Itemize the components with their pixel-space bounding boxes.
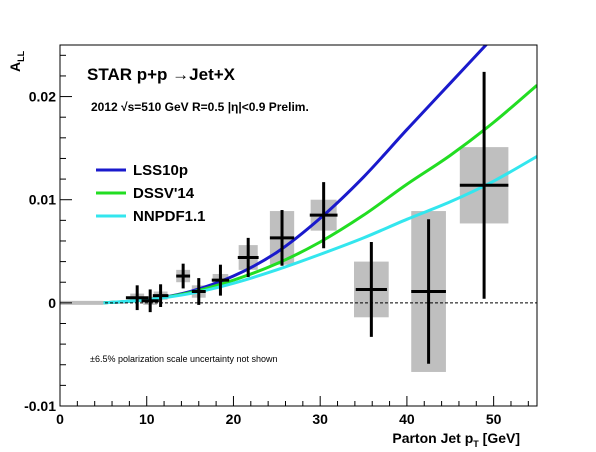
x-tick-label: 0 bbox=[56, 411, 64, 427]
data-point-2 bbox=[141, 289, 159, 313]
data-point-6 bbox=[211, 264, 230, 296]
chart-subtitle: 2012 √s=510 GeV R=0.5 |η|<0.9 Prelim. bbox=[91, 100, 309, 114]
data-point-4 bbox=[176, 263, 191, 289]
data-point-10 bbox=[355, 242, 387, 337]
y-tick-label: 0 bbox=[48, 295, 56, 311]
data-point-7 bbox=[237, 237, 259, 278]
x-axis-label-unit: [GeV] bbox=[479, 430, 520, 446]
low-pt-gray-band bbox=[60, 300, 104, 305]
x-tick-label: 40 bbox=[399, 411, 415, 427]
chart-note: ±6.5% polarization scale uncertainty not… bbox=[90, 354, 278, 364]
y-tick-label: 0.02 bbox=[29, 89, 56, 105]
y-tick-label: 0.01 bbox=[29, 192, 56, 208]
systematic-uncertainty-boxes bbox=[130, 147, 509, 372]
y-axis-label-main: A bbox=[7, 62, 23, 72]
data-point-1 bbox=[125, 285, 149, 311]
y-tick-label: -0.01 bbox=[24, 398, 56, 414]
x-axis-label-main: Parton Jet p bbox=[392, 430, 473, 446]
data-point-5 bbox=[191, 278, 206, 305]
data-point-12 bbox=[459, 71, 509, 299]
data-point-11 bbox=[411, 219, 446, 364]
curve-nnpdf11 bbox=[103, 155, 537, 305]
y-axis-label: ALL bbox=[7, 50, 26, 72]
x-tick-label: 30 bbox=[312, 411, 328, 427]
x-tick-label: 20 bbox=[226, 411, 242, 427]
data-point-8 bbox=[269, 210, 295, 266]
data-points bbox=[125, 71, 509, 364]
data-point-3 bbox=[152, 284, 169, 307]
theory-curves bbox=[103, 45, 537, 305]
plot-frame bbox=[59, 44, 538, 407]
x-axis-label-subscript: T bbox=[473, 439, 479, 449]
x-axis-label: Parton Jet pT [GeV] bbox=[392, 430, 520, 449]
legend: LSS10p DSSV'14 NNPDF1.1 bbox=[96, 162, 206, 225]
legend-label-dssv14: DSSV'14 bbox=[133, 185, 195, 202]
legend-label-lss10p: LSS10p bbox=[133, 162, 188, 179]
legend-label-nnpdf11: NNPDF1.1 bbox=[133, 208, 206, 225]
x-tick-label: 10 bbox=[139, 411, 155, 427]
chart-title: STAR p+p →Jet+X bbox=[87, 65, 236, 84]
y-axis-label-subscript: LL bbox=[16, 50, 26, 61]
data-point-9 bbox=[309, 182, 338, 249]
x-tick-label: 50 bbox=[486, 411, 502, 427]
